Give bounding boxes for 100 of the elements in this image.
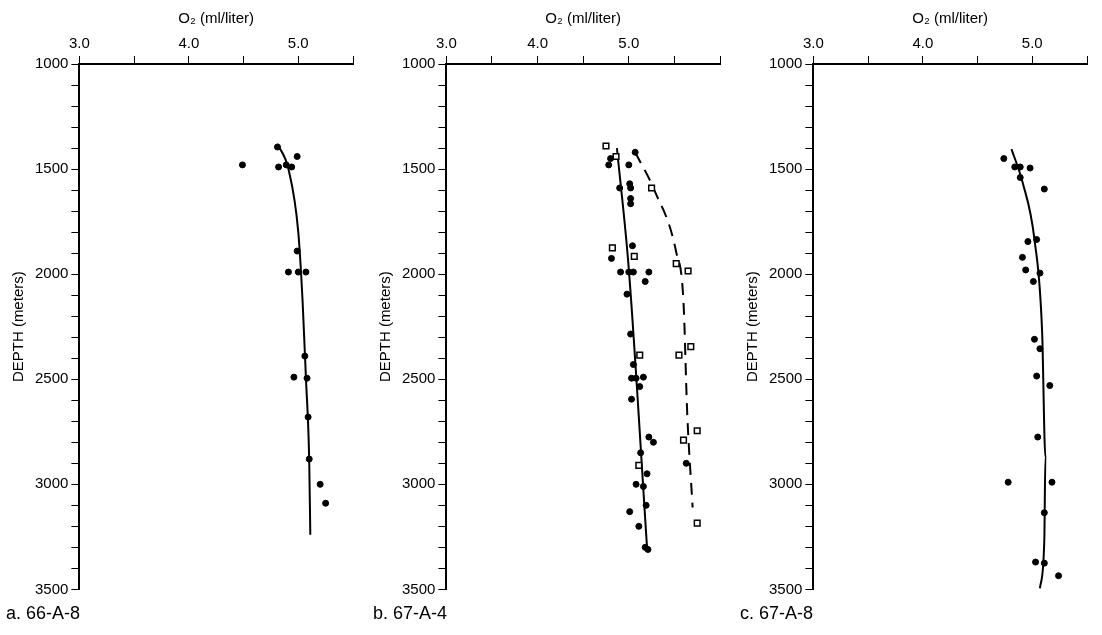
point <box>1033 235 1041 243</box>
point <box>623 290 631 298</box>
x-tick-label: 4.0 <box>178 34 200 52</box>
point <box>612 152 620 161</box>
y-tick-label: 1500 <box>401 159 436 177</box>
point <box>631 148 639 156</box>
point <box>275 163 283 171</box>
point <box>1033 372 1041 380</box>
point <box>636 351 644 359</box>
point <box>643 470 651 478</box>
point <box>1000 155 1008 163</box>
point <box>1016 163 1024 171</box>
point <box>1048 478 1056 486</box>
point <box>637 449 645 457</box>
point <box>635 461 643 469</box>
y-tick-label: 2500 <box>768 369 803 387</box>
point <box>679 436 688 444</box>
point <box>1024 238 1032 246</box>
point <box>282 161 290 169</box>
point <box>616 184 624 192</box>
point <box>645 433 653 441</box>
y-tick-label: 2000 <box>34 264 69 282</box>
x-axis-title: O₂ (ml/liter) <box>912 9 989 27</box>
y-tick-label: 1500 <box>34 159 69 177</box>
x-tick-label: 3.0 <box>802 34 824 52</box>
y-tick-label: 1000 <box>34 54 69 72</box>
text: a. 66-A-8 <box>6 603 81 624</box>
point <box>1040 185 1048 193</box>
point <box>649 438 657 446</box>
x-tick-label: 5.0 <box>1021 34 1043 52</box>
point <box>628 242 636 250</box>
point <box>1034 433 1042 441</box>
point <box>1016 173 1024 181</box>
point <box>303 374 311 382</box>
point <box>626 508 634 516</box>
point <box>316 480 324 488</box>
y-tick-label: 3500 <box>768 579 803 597</box>
point <box>682 459 690 467</box>
point <box>607 155 615 163</box>
point <box>1036 345 1044 353</box>
point <box>642 501 650 509</box>
x-tick-label: 3.0 <box>435 34 457 52</box>
y-tick-label: 1500 <box>768 159 803 177</box>
point <box>1055 572 1063 580</box>
point <box>304 413 312 421</box>
y-tick-label: 1000 <box>401 54 436 72</box>
point <box>628 395 636 403</box>
point <box>639 373 647 381</box>
x-tick-label: 4.0 <box>912 34 934 52</box>
point <box>627 200 635 208</box>
y-axis-title: DEPTH (meters) <box>743 271 761 383</box>
y-tick-label: 3000 <box>34 474 69 492</box>
point <box>629 361 637 369</box>
point <box>1011 163 1019 171</box>
point <box>294 268 302 276</box>
point <box>617 268 625 276</box>
point <box>301 352 309 360</box>
point <box>605 161 613 169</box>
point <box>1018 253 1026 261</box>
point <box>602 142 610 150</box>
x-tick-label: 3.0 <box>68 34 90 52</box>
point <box>641 278 649 286</box>
line-series <box>1010 148 1047 590</box>
y-tick-label: 3500 <box>401 579 436 597</box>
y-axis-title: DEPTH (meters) <box>376 271 394 383</box>
point <box>322 499 330 507</box>
point <box>648 184 656 192</box>
x-axis-title: O₂ (ml/liter) <box>178 9 255 27</box>
point <box>693 427 701 435</box>
point <box>625 161 633 169</box>
point <box>1022 266 1030 274</box>
text: c. 67-A-8 <box>740 603 814 624</box>
point <box>1004 478 1012 486</box>
point <box>1040 559 1048 567</box>
point <box>607 254 615 262</box>
point <box>672 260 680 268</box>
point <box>1040 509 1048 517</box>
point <box>288 163 296 171</box>
point <box>632 480 640 488</box>
point <box>687 343 695 351</box>
y-tick-label: 1000 <box>768 54 803 72</box>
y-tick-label: 2500 <box>34 369 69 387</box>
point <box>1030 335 1038 343</box>
y-tick-label: 3500 <box>34 579 69 597</box>
point <box>1026 164 1034 172</box>
point <box>639 482 647 490</box>
point <box>305 455 313 463</box>
x-tick-label: 5.0 <box>618 34 640 52</box>
point <box>1036 269 1044 277</box>
point <box>273 143 281 151</box>
point <box>1046 382 1054 390</box>
y-tick-label: 2000 <box>401 264 436 282</box>
x-axis-title: O₂ (ml/liter) <box>545 9 622 27</box>
point <box>627 184 635 192</box>
point <box>284 268 292 276</box>
point <box>675 351 683 359</box>
point <box>302 268 310 276</box>
x-tick-label: 5.0 <box>287 34 309 52</box>
point <box>238 161 246 169</box>
point <box>627 195 635 202</box>
